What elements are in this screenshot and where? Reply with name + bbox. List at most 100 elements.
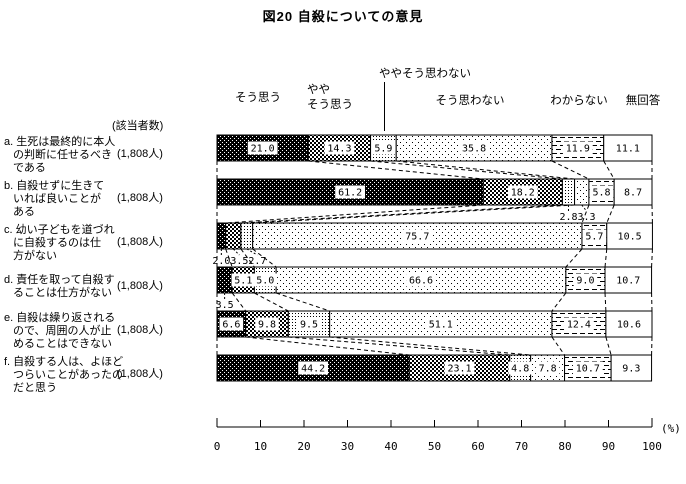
connector-line [245,336,410,356]
value-label: 44.2 [301,364,325,375]
axis-tick-label: 40 [384,440,397,453]
value-label-box [253,273,278,287]
category-label-c-line2: に自殺するのは仕 [13,235,101,249]
value-label: 12.4 [567,320,591,331]
category-label-b-line2: いれば良いことが [13,191,101,205]
value-label: 66.6 [409,276,433,287]
axis-tick-label: 80 [558,440,571,453]
connector-line [240,204,563,224]
connector-line [651,248,653,268]
connector-line [225,204,484,224]
connector-line [604,248,608,268]
category-label-e-line3: めることはできない [13,337,112,350]
axis-tick-label: 20 [297,440,310,453]
value-label-box [619,361,644,375]
connector-line [605,336,612,356]
value-label: 21.0 [251,144,275,155]
respondent-count-d: (1,808人) [117,279,163,292]
value-label-box [535,361,560,375]
value-label-box [335,185,366,199]
value-label-box [371,141,396,155]
category-label-d-line2: ることは仕方がない [13,285,112,299]
value-label: 11.1 [616,144,640,155]
value-label: 23.1 [447,364,471,375]
connector-line [276,292,330,312]
value-label-box [255,317,279,331]
value-leader-line [246,248,258,256]
connector-line [565,248,583,268]
value-label: 10.6 [617,320,641,331]
category-label-f-line3: だと思う [13,381,57,394]
value-label-below: 3.5 [216,300,234,311]
value-label-box [621,185,645,199]
value-label: 5.9 [374,144,392,155]
respondent-count-c: (1,808人) [117,235,163,248]
axis-unit-label: (%) [661,422,681,435]
value-label: 5.1 [234,276,252,287]
respondent-count-f: (1,808人) [117,367,163,380]
value-label-box [613,273,644,287]
value-label: 51.1 [429,320,453,331]
labels-layer: 21.0 14.3 5.9 35.8 11.9 11.1 a. 生死は最終的に本人の判断に任… [4,67,661,394]
value-label-box [507,185,538,199]
respondent-count-b: (1,808人) [117,191,163,204]
value-label-box [231,273,256,287]
category-label-e-line1: e. 自殺は繰り返される [4,310,115,324]
series-header-4: わからない [550,94,608,107]
respondent-count-e: (1,808人) [117,323,163,336]
axis-tick-label: 70 [515,440,528,453]
value-label: 5.0 [256,276,274,287]
value-label: 9.3 [622,364,640,375]
x-axis-layer: 0 10 20 30 40 50 60 70 80 90 100 (%) [214,418,681,453]
value-label: 7.8 [539,364,557,375]
connector-line [606,204,615,224]
value-label-box [406,273,436,287]
series-header-1: そう思う [307,98,353,111]
value-label-box [297,317,321,331]
bars-layer [216,134,653,382]
series-header-0: そう思う [235,91,281,104]
value-label: 75.7 [405,232,429,243]
respondent-count-a: (1,808人) [117,147,163,160]
series-header-2: ややそう思わない [379,67,471,80]
series-header-5: 無回答 [626,93,661,107]
bar-segment-d-0 [216,266,233,294]
connector-line [551,160,590,180]
value-label-box [614,317,644,331]
value-leader-line [232,248,240,256]
axis-tick-label: 100 [642,440,662,453]
bar-segment-b-3 [574,178,590,206]
connector-line [231,292,247,312]
bar-segment-b-1 [482,178,563,206]
category-label-a-line3: である [13,161,46,174]
chart-title: 図20 自殺についての意見 [262,9,424,24]
value-label-box [589,185,614,199]
bar-segment-c-0 [216,222,227,250]
value-label: 10.7 [616,276,640,287]
value-label: 4.8 [511,364,529,375]
connector-lines-layer [216,160,653,356]
axis-tick-label: 10 [254,440,267,453]
value-label: 18.2 [511,188,535,199]
connector-line [551,336,565,356]
value-label: 35.8 [462,144,486,155]
value-label-box [614,229,645,243]
value-label: 10.5 [618,232,642,243]
value-label: 6.6 [222,320,240,331]
axis-tick-label: 90 [602,440,615,453]
connector-line [240,248,255,268]
category-label-f-line2: つらいことがあったの [13,367,123,381]
respondents-header: (該当者数) [112,118,163,132]
connector-line [308,160,484,180]
bar-segment-a-1 [307,134,372,162]
bar-segment-c-1 [225,222,242,250]
connector-line [396,160,575,180]
value-label-box [582,229,607,243]
value-label-box [298,361,329,375]
axis-tick-label: 60 [471,440,484,453]
category-label-a-line1: a. 生死は最終的に本人 [4,134,115,148]
axis-tick-label: 30 [341,440,354,453]
value-label: 9.0 [576,276,594,287]
